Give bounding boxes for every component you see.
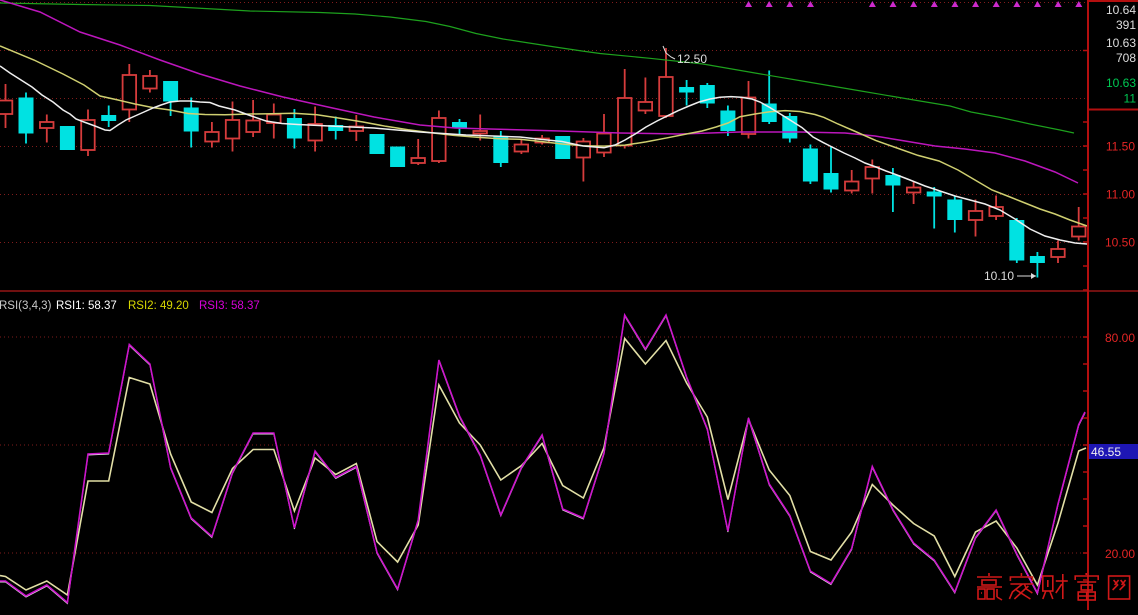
svg-text:10.10: 10.10 <box>984 269 1014 283</box>
svg-text:RSI3: 58.37: RSI3: 58.37 <box>199 300 260 312</box>
svg-text:11.50: 11.50 <box>1106 140 1135 154</box>
svg-text:11.00: 11.00 <box>1106 188 1135 202</box>
svg-text:391: 391 <box>1116 18 1136 32</box>
svg-text:RSI1: 58.37: RSI1: 58.37 <box>56 300 117 312</box>
svg-text:RSI2: 49.20: RSI2: 49.20 <box>128 300 189 312</box>
svg-text:80.00: 80.00 <box>1105 331 1135 345</box>
svg-text:RSI(3,4,3): RSI(3,4,3) <box>0 300 52 312</box>
svg-text:20.00: 20.00 <box>1105 547 1135 561</box>
svg-text:708: 708 <box>1116 51 1136 65</box>
svg-text:10.64: 10.64 <box>1106 3 1136 17</box>
svg-text:11: 11 <box>1124 92 1137 106</box>
svg-text:10.63: 10.63 <box>1106 36 1136 50</box>
svg-text:46.55: 46.55 <box>1091 445 1121 459</box>
svg-text:10.63: 10.63 <box>1106 76 1136 90</box>
svg-text:10.50: 10.50 <box>1105 236 1135 250</box>
svg-text:12.50: 12.50 <box>677 52 707 66</box>
